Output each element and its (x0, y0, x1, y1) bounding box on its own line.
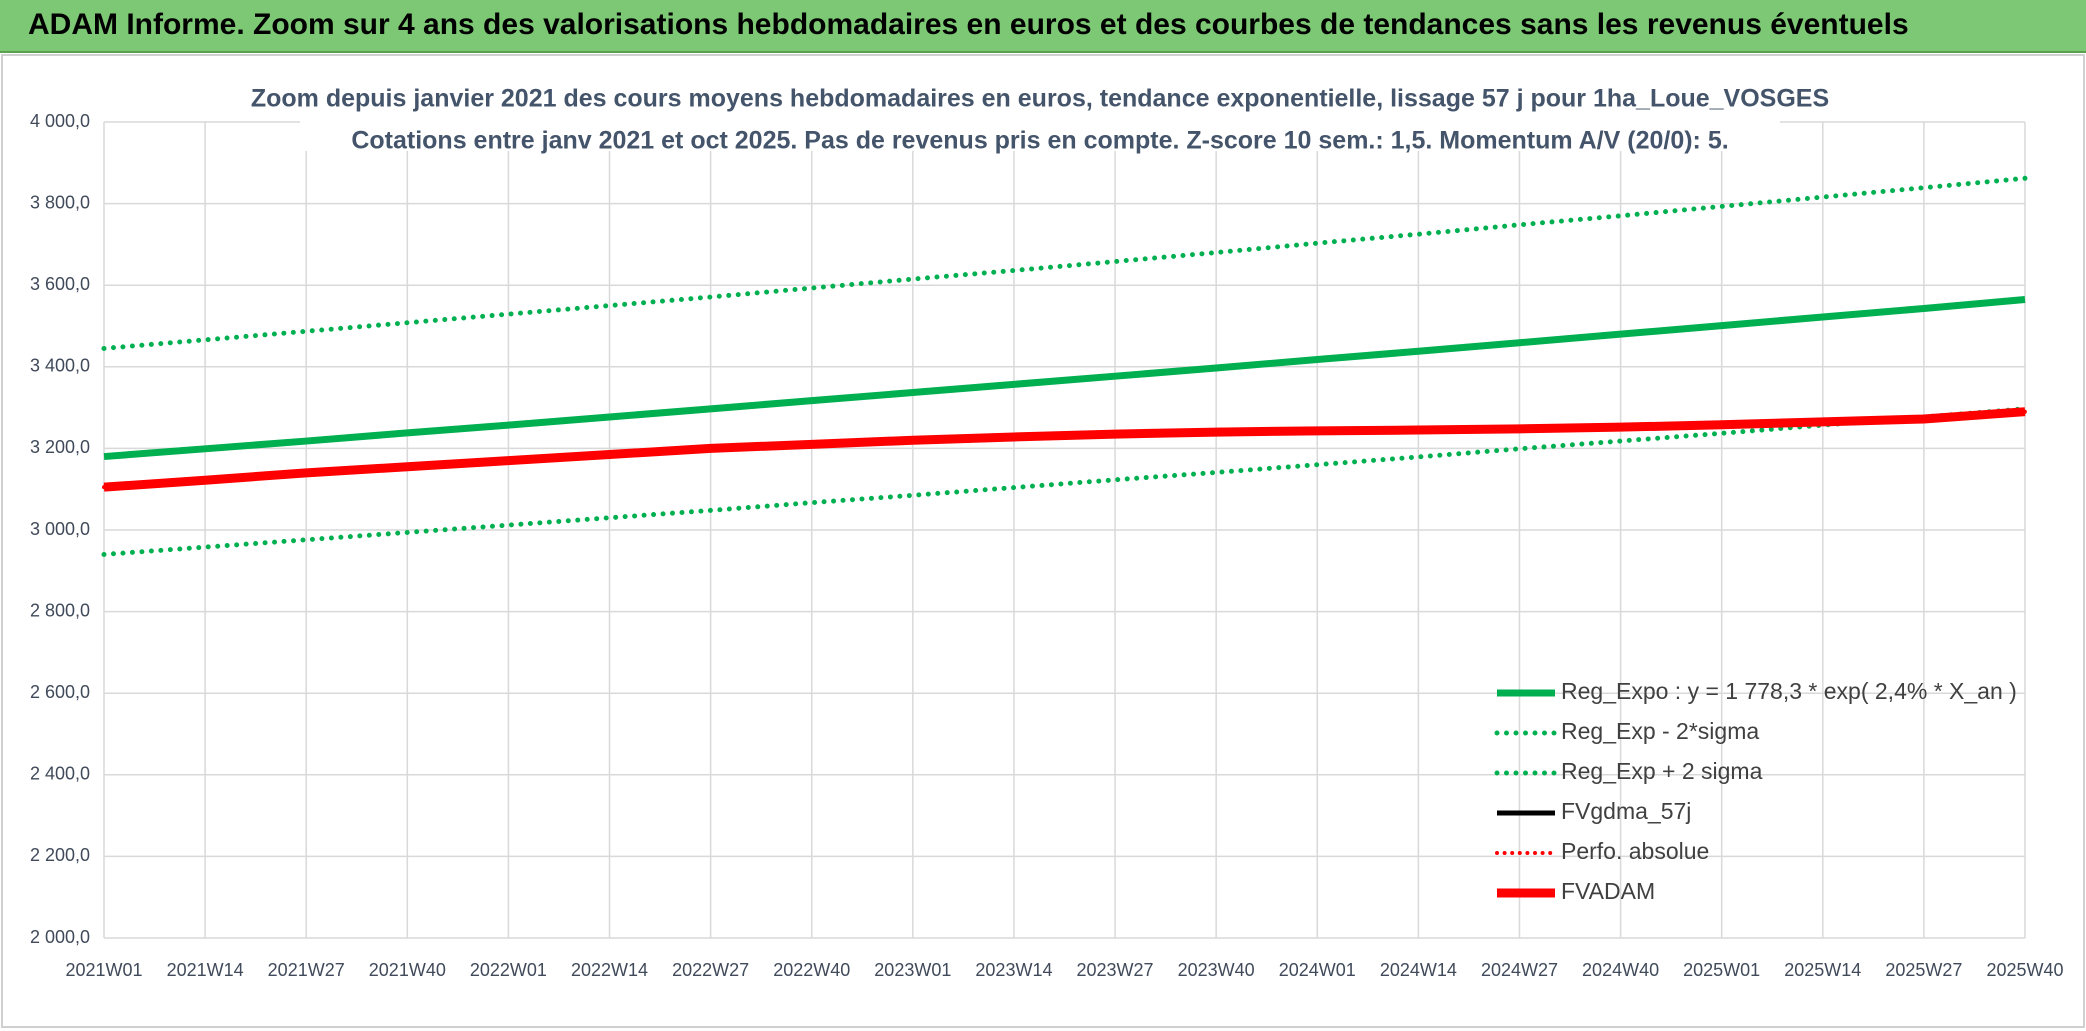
x-tick-label: 2025W14 (1784, 960, 1861, 980)
x-tick-label: 2021W27 (268, 960, 345, 980)
y-tick-label: 3 000,0 (30, 519, 90, 539)
x-tick-label: 2021W14 (167, 960, 244, 980)
y-tick-label: 2 600,0 (30, 682, 90, 702)
y-tick-label: 3 800,0 (30, 192, 90, 212)
series-line (103, 295, 2026, 461)
x-tick-label: 2025W01 (1683, 960, 1760, 980)
legend-label: Reg_Expo : y = 1 778,3 * exp( 2,4% * X_a… (1561, 678, 2017, 704)
y-tick-label: 4 000,0 (30, 111, 90, 131)
title-backdrop (300, 81, 1780, 151)
x-tick-label: 2025W27 (1885, 960, 1962, 980)
x-tick-label: 2023W40 (1178, 960, 1255, 980)
x-tick-label: 2021W40 (369, 960, 446, 980)
series-line (101, 175, 2028, 351)
y-tick-label: 2 200,0 (30, 845, 90, 865)
x-tick-label: 2021W01 (65, 960, 142, 980)
x-tick-label: 2023W14 (975, 960, 1052, 980)
series-line (101, 406, 2028, 557)
y-tick-label: 2 400,0 (30, 764, 90, 784)
legend-label: Reg_Exp + 2 sigma (1561, 758, 1763, 784)
legend-label: FVADAM (1561, 878, 1655, 904)
x-tick-label: 2022W01 (470, 960, 547, 980)
y-tick-label: 2 000,0 (30, 927, 90, 947)
legend-label: Perfo. absolue (1561, 838, 1709, 864)
y-tick-label: 3 600,0 (30, 274, 90, 294)
series-line (103, 407, 2026, 492)
x-tick-label: 2022W40 (773, 960, 850, 980)
y-tick-label: 2 800,0 (30, 600, 90, 620)
y-tick-label: 3 200,0 (30, 437, 90, 457)
x-tick-label: 2025W40 (1986, 960, 2063, 980)
x-tick-label: 2024W40 (1582, 960, 1659, 980)
banner: ADAM Informe. Zoom sur 4 ans des valoris… (0, 0, 2086, 53)
x-tick-label: 2023W27 (1077, 960, 1154, 980)
x-tick-label: 2022W14 (571, 960, 648, 980)
chart-frame (1, 54, 2085, 1028)
legend-label: Reg_Exp - 2*sigma (1561, 718, 1759, 744)
chart-subtitle: Cotations entre janv 2021 et oct 2025. P… (351, 127, 1728, 155)
x-tick-label: 2024W01 (1279, 960, 1356, 980)
legend-label: FVgdma_57j (1561, 798, 1691, 824)
x-tick-label: 2024W27 (1481, 960, 1558, 980)
banner-title: ADAM Informe. Zoom sur 4 ans des valoris… (28, 8, 1909, 41)
chart-title: Zoom depuis janvier 2021 des cours moyen… (251, 85, 1829, 113)
x-tick-label: 2024W14 (1380, 960, 1457, 980)
y-tick-label: 3 400,0 (30, 356, 90, 376)
chart: Zoom depuis janvier 2021 des cours moyen… (1, 54, 2085, 1028)
x-tick-label: 2023W01 (874, 960, 951, 980)
x-tick-label: 2022W27 (672, 960, 749, 980)
